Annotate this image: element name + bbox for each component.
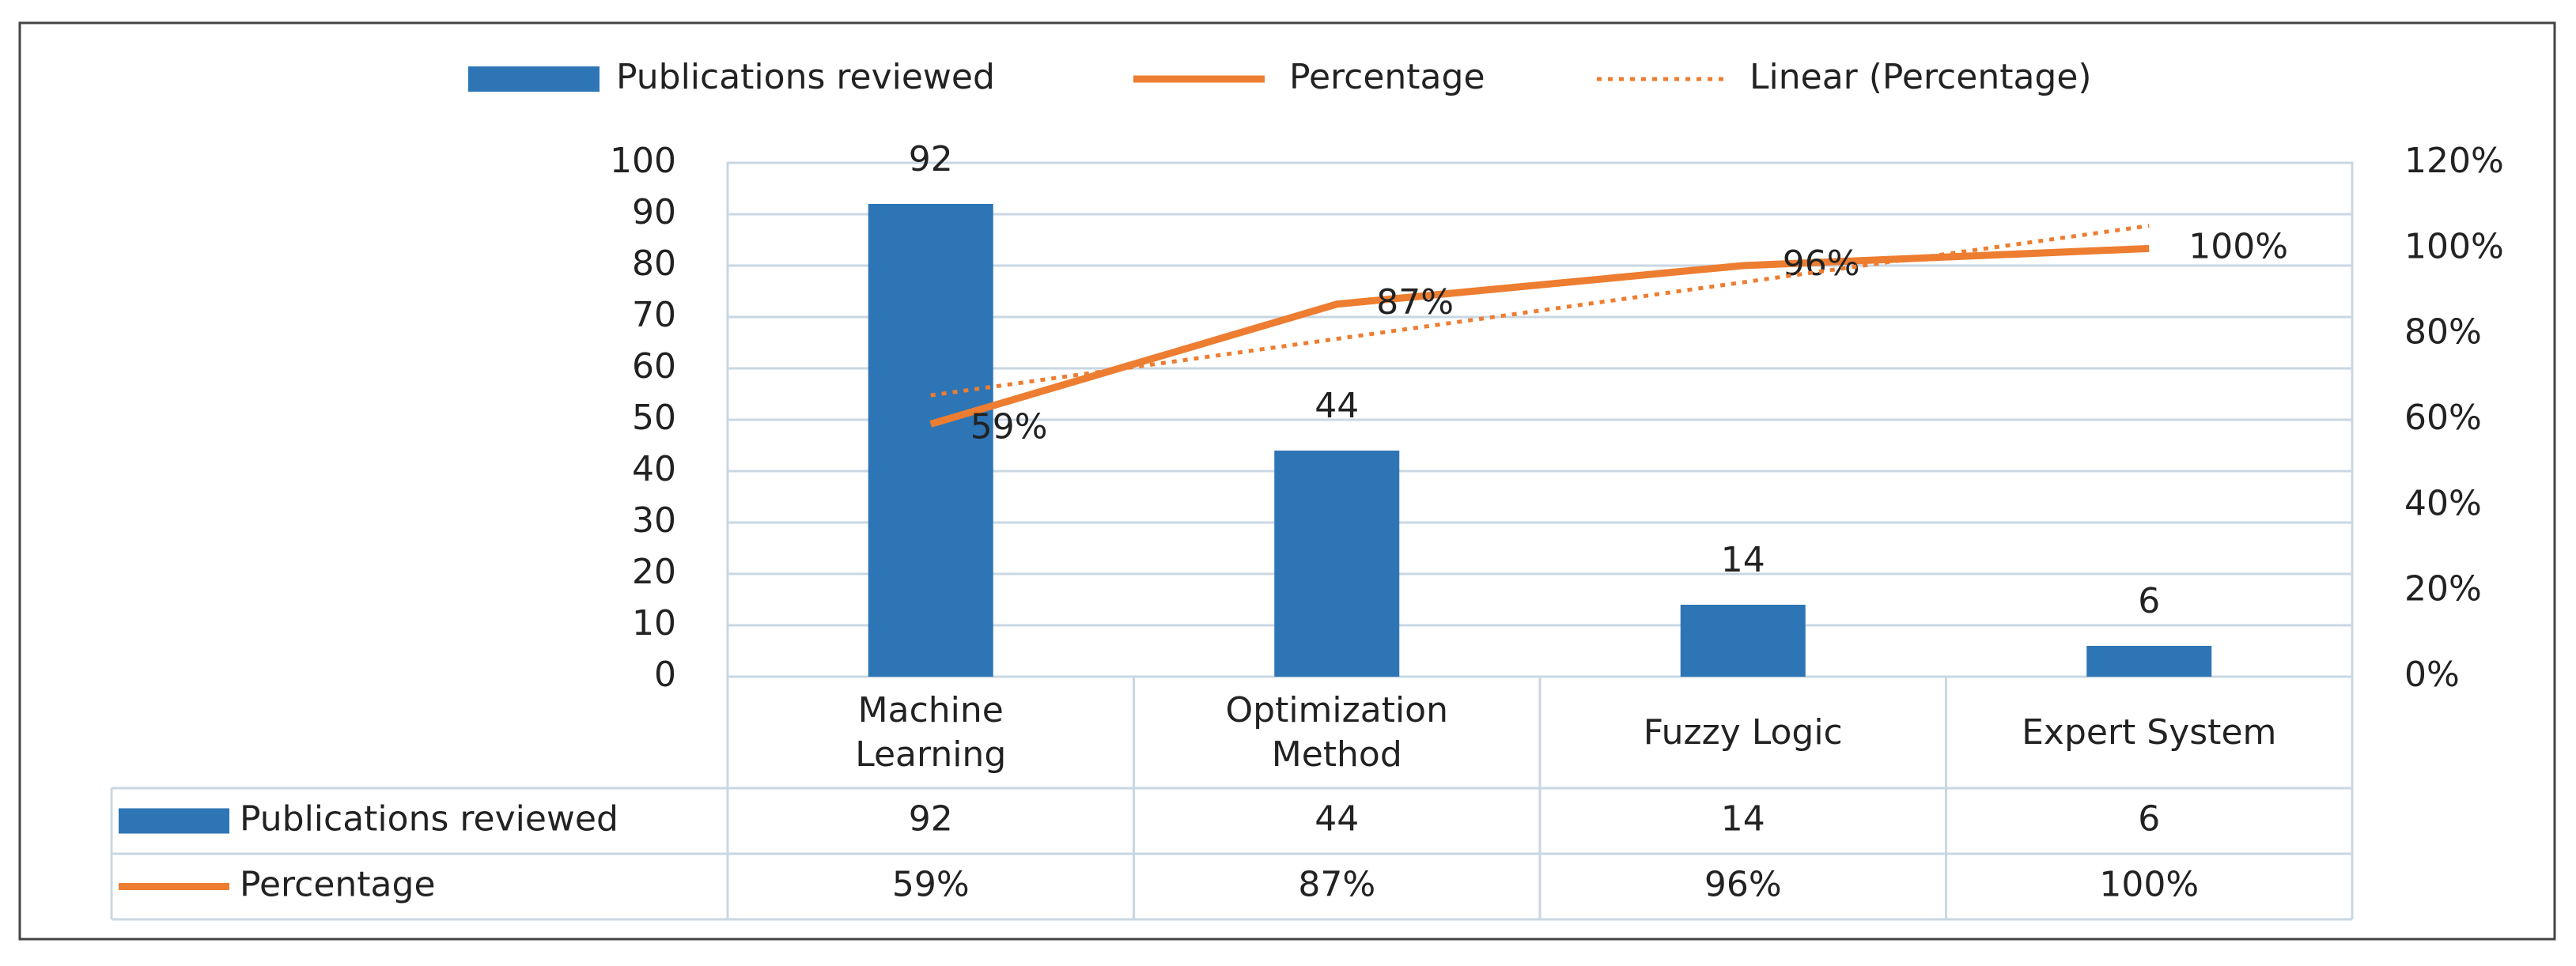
category-cell: Machine Learning [855, 689, 1007, 775]
bar-value-label: 44 [1314, 386, 1359, 426]
table-legend-icon [119, 808, 229, 834]
y2-tick-label: 60% [2404, 398, 2482, 438]
y-tick-label: 100 [610, 141, 676, 181]
table-cell: 59% [892, 865, 970, 905]
bar-value-label: 92 [909, 139, 953, 179]
bar [1274, 451, 1400, 677]
legend-label: Linear (Percentage) [1749, 57, 2092, 97]
x-tick-label: Expert System [2022, 711, 2277, 753]
legend-label: Percentage [1289, 57, 1485, 97]
line-value-label: 87% [1376, 282, 1454, 323]
bar [868, 204, 993, 677]
x-tick-label: Machine Learning [855, 689, 1007, 775]
x-tick-label: Fuzzy Logic [1643, 711, 1843, 753]
y-tick-label: 30 [632, 500, 676, 541]
y-tick-label: 60 [632, 346, 676, 387]
y2-tick-label: 0% [2404, 655, 2460, 695]
line-value-label: 59% [970, 406, 1048, 447]
line-value-label: 96% [1783, 243, 1860, 284]
y-tick-label: 20 [632, 552, 676, 592]
table-cell: 87% [1298, 865, 1375, 905]
y2-tick-label: 80% [2404, 312, 2482, 353]
y-tick-label: 70 [632, 295, 676, 335]
category-cell: Optimization Method [1225, 689, 1448, 775]
line-value-label: 100% [2188, 226, 2288, 266]
table-cell: 92 [909, 799, 953, 840]
y-tick-label: 40 [632, 449, 676, 489]
y2-tick-label: 20% [2404, 569, 2482, 609]
bar [2086, 646, 2212, 677]
y2-tick-label: 100% [2404, 226, 2504, 266]
legend-icon [468, 66, 600, 92]
x-tick-label: Optimization Method [1225, 689, 1448, 775]
table-row-label: Publications reviewed [240, 799, 618, 840]
table-cell: 100% [2099, 865, 2199, 905]
y-tick-label: 90 [632, 192, 676, 232]
legend-label: Publications reviewed [616, 57, 995, 97]
category-cell: Fuzzy Logic [1643, 711, 1843, 753]
y2-tick-label: 40% [2404, 483, 2482, 523]
table-cell: 44 [1314, 799, 1359, 840]
line [929, 244, 2150, 428]
table-cell: 14 [1721, 799, 1765, 840]
y-tick-label: 10 [632, 603, 676, 643]
table-row-label: Percentage [240, 865, 436, 905]
y-tick-label: 0 [654, 655, 676, 695]
table-cell: 96% [1704, 865, 1782, 905]
bar-value-label: 6 [2138, 581, 2160, 621]
bar-value-label: 14 [1721, 540, 1765, 580]
y-tick-label: 80 [632, 243, 676, 284]
y-tick-label: 50 [632, 398, 676, 438]
category-cell: Expert System [2022, 711, 2277, 753]
table-cell: 6 [2138, 799, 2160, 840]
y2-tick-label: 120% [2404, 141, 2504, 181]
bar [1680, 605, 1806, 677]
